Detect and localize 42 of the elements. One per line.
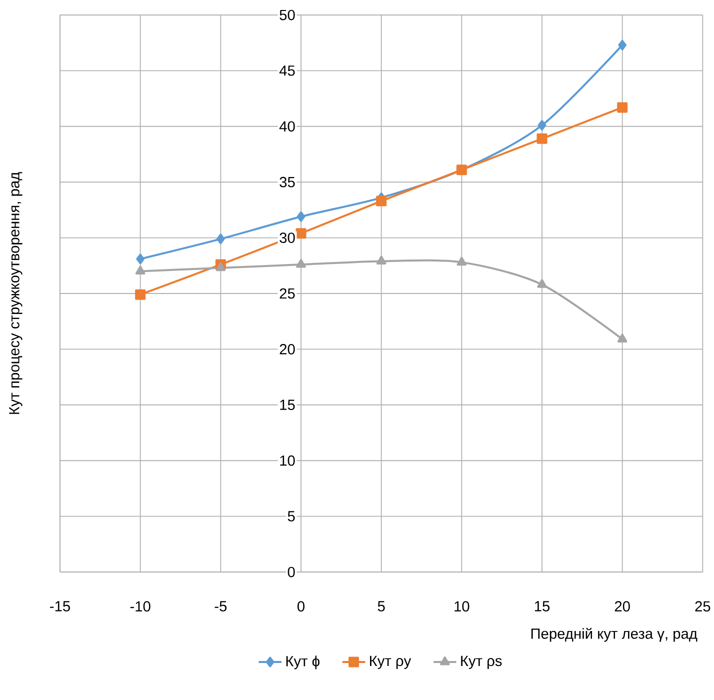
y-tick-label: 25 [280,288,295,299]
legend-label: Кут ρs [461,656,502,669]
x-tick-label: 0 [297,601,304,612]
x-tick-label: -15 [50,601,70,612]
legend-label: Кут ρу [370,656,412,669]
point [135,289,146,300]
point [135,266,146,274]
x-tick-label: 25 [695,601,710,612]
y-tick-label: 20 [280,344,295,354]
point [618,40,627,50]
point [136,254,145,264]
point [296,211,306,222]
x-axis-title: Передній кут леза γ, рад [531,628,698,642]
point [296,259,306,268]
y-tick-label: 5 [288,511,295,522]
point [617,102,628,113]
x-tick-label: 20 [614,601,630,612]
x-tick-label: 5 [378,601,385,612]
point [216,262,226,272]
point [537,279,547,288]
x-tick-label: -10 [130,601,150,612]
point [296,228,306,239]
y-axis-title: Кут процесу стружкоутворення, рад [9,172,22,414]
point [536,133,548,144]
x-tick-label: -5 [214,601,227,612]
point [216,234,225,244]
y-tick-label: 0 [288,566,295,578]
x-tick-label: 10 [454,601,470,612]
point [456,256,467,266]
x-tick-label: 15 [534,601,550,612]
y-tick-label: 35 [280,176,295,188]
y-tick-label: 30 [280,232,295,243]
y-tick-label: 15 [280,400,295,410]
y-tick-label: 50 [280,10,295,20]
point [376,256,386,264]
point [617,334,628,342]
y-tick-label: 40 [279,121,295,132]
point [538,120,546,131]
y-tick-label: 45 [279,66,295,76]
legend-label: Кут ϕ [286,656,320,670]
point [376,196,387,206]
y-tick-label: 10 [280,455,295,466]
